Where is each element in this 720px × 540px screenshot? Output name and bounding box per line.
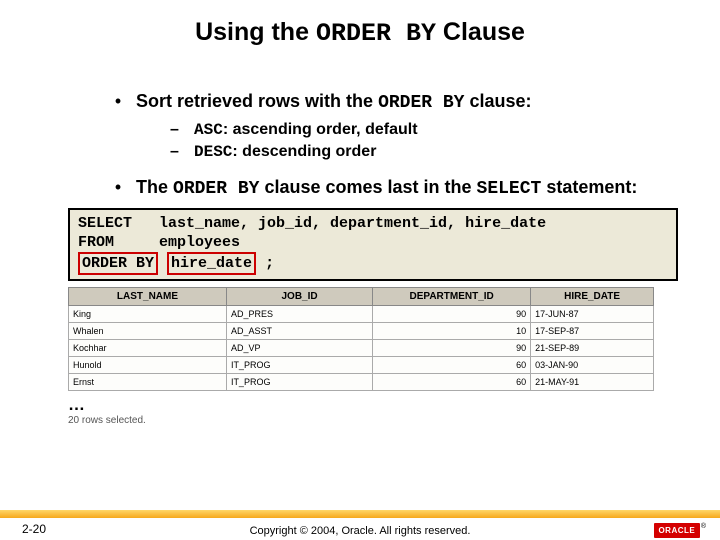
b2-pre: The	[136, 177, 173, 197]
footer-accent-bar	[0, 510, 720, 518]
table-cell: 90	[373, 306, 531, 323]
bullet-1: • Sort retrieved rows with the ORDER BY …	[100, 90, 648, 114]
copyright-text: Copyright © 2004, Oracle. All rights res…	[0, 521, 720, 537]
table-row: KochharAD_VP9021-SEP-89	[69, 340, 654, 357]
page-title: Using the ORDER BY Clause	[0, 18, 720, 48]
sql-code-block: SELECT last_name, job_id, department_id,…	[68, 208, 678, 281]
table-cell: 90	[373, 340, 531, 357]
bullet-1-post: clause:	[464, 91, 531, 111]
table-cell: IT_PROG	[226, 374, 372, 391]
table-cell: Kochhar	[69, 340, 227, 357]
bullet-marker: •	[100, 90, 136, 112]
subbullet-2-text: DESC: descending order	[194, 142, 376, 162]
table-row: ErnstIT_PROG6021-MAY-91	[69, 374, 654, 391]
footer-bar: 2-20 Copyright © 2004, Oracle. All right…	[0, 518, 720, 540]
title-post: Clause	[436, 18, 525, 46]
table-cell: IT_PROG	[226, 357, 372, 374]
table-cell: 21-MAY-91	[531, 374, 654, 391]
table-column-header: LAST_NAME	[69, 288, 227, 306]
subbullets: – ASC: ascending order, default – DESC: …	[170, 120, 648, 162]
table-cell: AD_VP	[226, 340, 372, 357]
b2-post: statement:	[541, 177, 637, 197]
table-column-header: DEPARTMENT_ID	[373, 288, 531, 306]
bullet-1-text: Sort retrieved rows with the ORDER BY cl…	[136, 90, 532, 114]
oracle-logo: ORACLE ®	[654, 523, 706, 538]
table-cell: King	[69, 306, 227, 323]
table-cell: Hunold	[69, 357, 227, 374]
code-highlight-col: hire_date	[167, 252, 256, 275]
b2-mono1: ORDER BY	[173, 179, 259, 199]
sub2-post: : descending order	[232, 143, 376, 160]
bullet-1-pre: Sort retrieved rows with the	[136, 91, 378, 111]
logo-registered: ®	[701, 523, 706, 530]
table-cell: 60	[373, 374, 531, 391]
slide: Using the ORDER BY Clause • Sort retriev…	[0, 0, 720, 540]
sub1-mono: ASC	[194, 121, 223, 139]
footer: 2-20 Copyright © 2004, Oracle. All right…	[0, 510, 720, 540]
code-semi: ;	[265, 255, 274, 272]
bullet-marker: •	[100, 176, 136, 198]
table-row: KingAD_PRES9017-JUN-87	[69, 306, 654, 323]
sub1-post: : ascending order, default	[223, 121, 418, 138]
table-column-header: HIRE_DATE	[531, 288, 654, 306]
table-cell: 10	[373, 323, 531, 340]
table-cell: 17-JUN-87	[531, 306, 654, 323]
subbullet-1: – ASC: ascending order, default	[170, 120, 648, 140]
bullet-1-mono: ORDER BY	[378, 93, 464, 113]
rows-selected-note: 20 rows selected.	[68, 415, 720, 426]
slide-number: 2-20	[22, 522, 46, 536]
sub-dash: –	[170, 142, 194, 162]
table-row: HunoldIT_PROG6003-JAN-90	[69, 357, 654, 374]
title-mono: ORDER BY	[316, 19, 436, 48]
subbullet-2: – DESC: descending order	[170, 142, 648, 162]
table-row: WhalenAD_ASST1017-SEP-87	[69, 323, 654, 340]
table-cell: 21-SEP-89	[531, 340, 654, 357]
result-table: LAST_NAMEJOB_IDDEPARTMENT_IDHIRE_DATE Ki…	[68, 287, 654, 391]
logo-text: ORACLE	[658, 526, 695, 535]
subbullet-1-text: ASC: ascending order, default	[194, 120, 418, 140]
table-cell: Whalen	[69, 323, 227, 340]
table-cell: AD_PRES	[226, 306, 372, 323]
table-cell: 60	[373, 357, 531, 374]
table-cell: AD_ASST	[226, 323, 372, 340]
table-column-header: JOB_ID	[226, 288, 372, 306]
table-cell: 03-JAN-90	[531, 357, 654, 374]
table-cell: 17-SEP-87	[531, 323, 654, 340]
sub-dash: –	[170, 120, 194, 140]
content-area: • Sort retrieved rows with the ORDER BY …	[0, 90, 720, 200]
code-highlight-orderby: ORDER BY	[78, 252, 158, 275]
code-line2: FROM employees	[78, 234, 240, 251]
table-cell: Ernst	[69, 374, 227, 391]
logo-box: ORACLE	[654, 523, 700, 538]
table-header-row: LAST_NAMEJOB_IDDEPARTMENT_IDHIRE_DATE	[69, 288, 654, 306]
bullet-2-text: The ORDER BY clause comes last in the SE…	[136, 176, 637, 200]
title-pre: Using the	[195, 18, 316, 46]
sub2-mono: DESC	[194, 143, 232, 161]
b2-mono2: SELECT	[477, 179, 542, 199]
b2-mid: clause comes last in the	[259, 177, 476, 197]
bullet-2: • The ORDER BY clause comes last in the …	[100, 176, 648, 200]
code-line1: SELECT last_name, job_id, department_id,…	[78, 215, 546, 232]
ellipsis: …	[68, 395, 720, 415]
